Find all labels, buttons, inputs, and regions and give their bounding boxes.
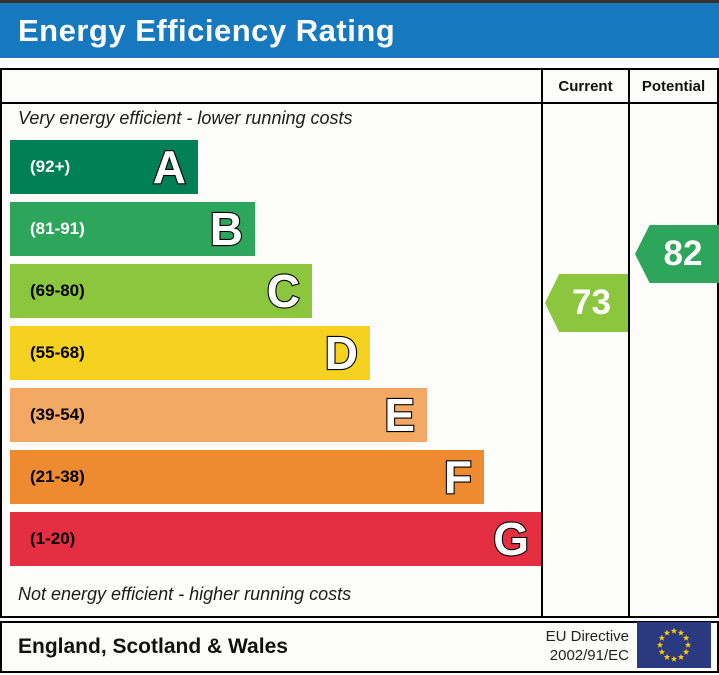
region-label: England, Scotland & Wales [18,635,288,658]
current-rating-value: 73 [572,283,611,322]
band-letter: C [266,265,301,317]
band-letter: G [492,513,530,565]
band-letter: F [443,451,473,503]
band-row-d: (55-68) D [10,326,370,380]
band-letter: D [324,327,359,379]
eu-directive-label: EU Directive 2002/91/EC [546,628,637,666]
band-range-label: (21-38) [30,467,85,486]
top-note: Very energy efficient - lower running co… [18,108,353,128]
band-range-label: (92+) [30,157,71,176]
potential-column-header: Potential [641,77,706,95]
potential-column-divider [628,70,630,616]
current-column-divider [541,70,543,616]
band-row-e: (39-54) E [10,388,427,442]
band-range-label: (39-54) [30,405,85,424]
potential-rating-value: 82 [663,234,703,273]
band-row-f: (21-38) F [10,450,484,504]
energy-rating-chart: Current Potential Very energy efficient … [0,68,719,618]
band-range-label: (81-91) [30,219,85,238]
current-column-header: Current [558,77,613,95]
page-top-edge [0,0,719,3]
band-row-g: (1-20) G [10,512,541,566]
page-title: Energy Efficiency Rating [18,12,396,48]
band-range-label: (55-68) [30,343,85,362]
footer-bar: England, Scotland & Wales EU Directive 2… [0,621,719,673]
band-range-label: (69-80) [30,281,85,300]
current-rating-marker: 73 [545,274,628,332]
potential-rating-marker: 82 [635,225,719,283]
eu-directive-line2: 2002/91/EC [549,647,629,664]
bottom-note: Not energy efficient - higher running co… [18,584,352,604]
band-list: (92+) A (81-91) B (69-80) C (55-68) D (3… [10,140,541,574]
band-letter: B [209,203,244,255]
eu-flag-svg [637,621,711,668]
eu-directive-line1: EU Directive [545,628,629,646]
band-row-a: (92+) A [10,140,198,194]
header-row-border [2,102,717,104]
band-letter: A [152,141,187,193]
band-letter: E [383,389,416,441]
title-bar: Energy Efficiency Rating [0,3,719,58]
eu-flag-icon [637,621,711,673]
band-range-label: (1-20) [30,529,76,548]
band-row-c: (69-80) C [10,264,312,318]
band-row-b: (81-91) B [10,202,255,256]
